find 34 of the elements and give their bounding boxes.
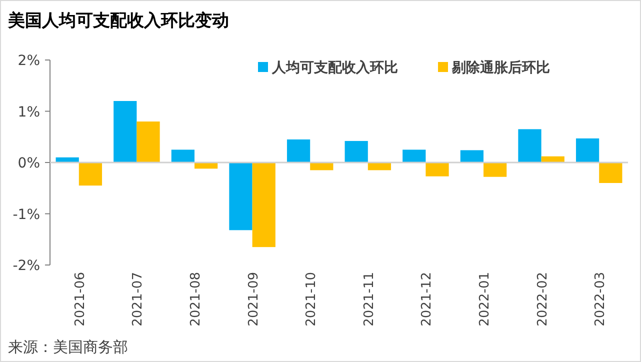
bar bbox=[344, 140, 368, 162]
bar bbox=[286, 139, 310, 162]
x-tick-label: 2022-02 bbox=[535, 272, 550, 326]
bar bbox=[171, 150, 194, 162]
source-note: 来源：美国商务部 bbox=[8, 338, 128, 356]
y-tick-label: 2% bbox=[18, 53, 40, 69]
y-tick-label: 0% bbox=[18, 156, 40, 172]
bar bbox=[484, 162, 507, 177]
y-tick-label: 1% bbox=[18, 104, 40, 120]
x-tick-label: 2021-09 bbox=[246, 272, 262, 326]
bar bbox=[136, 122, 160, 162]
bar bbox=[229, 162, 252, 230]
bar bbox=[252, 162, 276, 248]
legend-label: 人均可支配收入环比 bbox=[271, 60, 398, 76]
legend-label: 剔除通胀后环比 bbox=[451, 59, 550, 76]
bar bbox=[599, 162, 622, 183]
bar bbox=[402, 150, 426, 162]
y-tick-label: -2% bbox=[12, 258, 40, 274]
x-tick-label: 2022-03 bbox=[593, 272, 608, 326]
x-tick-label: 2022-01 bbox=[478, 272, 492, 326]
y-tick-label: -1% bbox=[12, 206, 40, 223]
bar bbox=[460, 150, 484, 162]
bar bbox=[518, 129, 542, 162]
bar bbox=[114, 101, 137, 162]
x-tick-label: 2021-06 bbox=[72, 272, 88, 326]
x-tick-label: 2021-08 bbox=[188, 272, 204, 326]
bar bbox=[78, 162, 102, 186]
x-tick-label: 2021-07 bbox=[130, 272, 146, 326]
x-tick-label: 2021-10 bbox=[304, 272, 320, 326]
x-tick-label: 2021-11 bbox=[362, 272, 377, 326]
bar bbox=[576, 138, 600, 162]
chart-title: 美国人均可支配收入环比变动 bbox=[7, 11, 229, 31]
x-tick-label: 2021-12 bbox=[420, 272, 435, 326]
bar bbox=[426, 162, 449, 176]
